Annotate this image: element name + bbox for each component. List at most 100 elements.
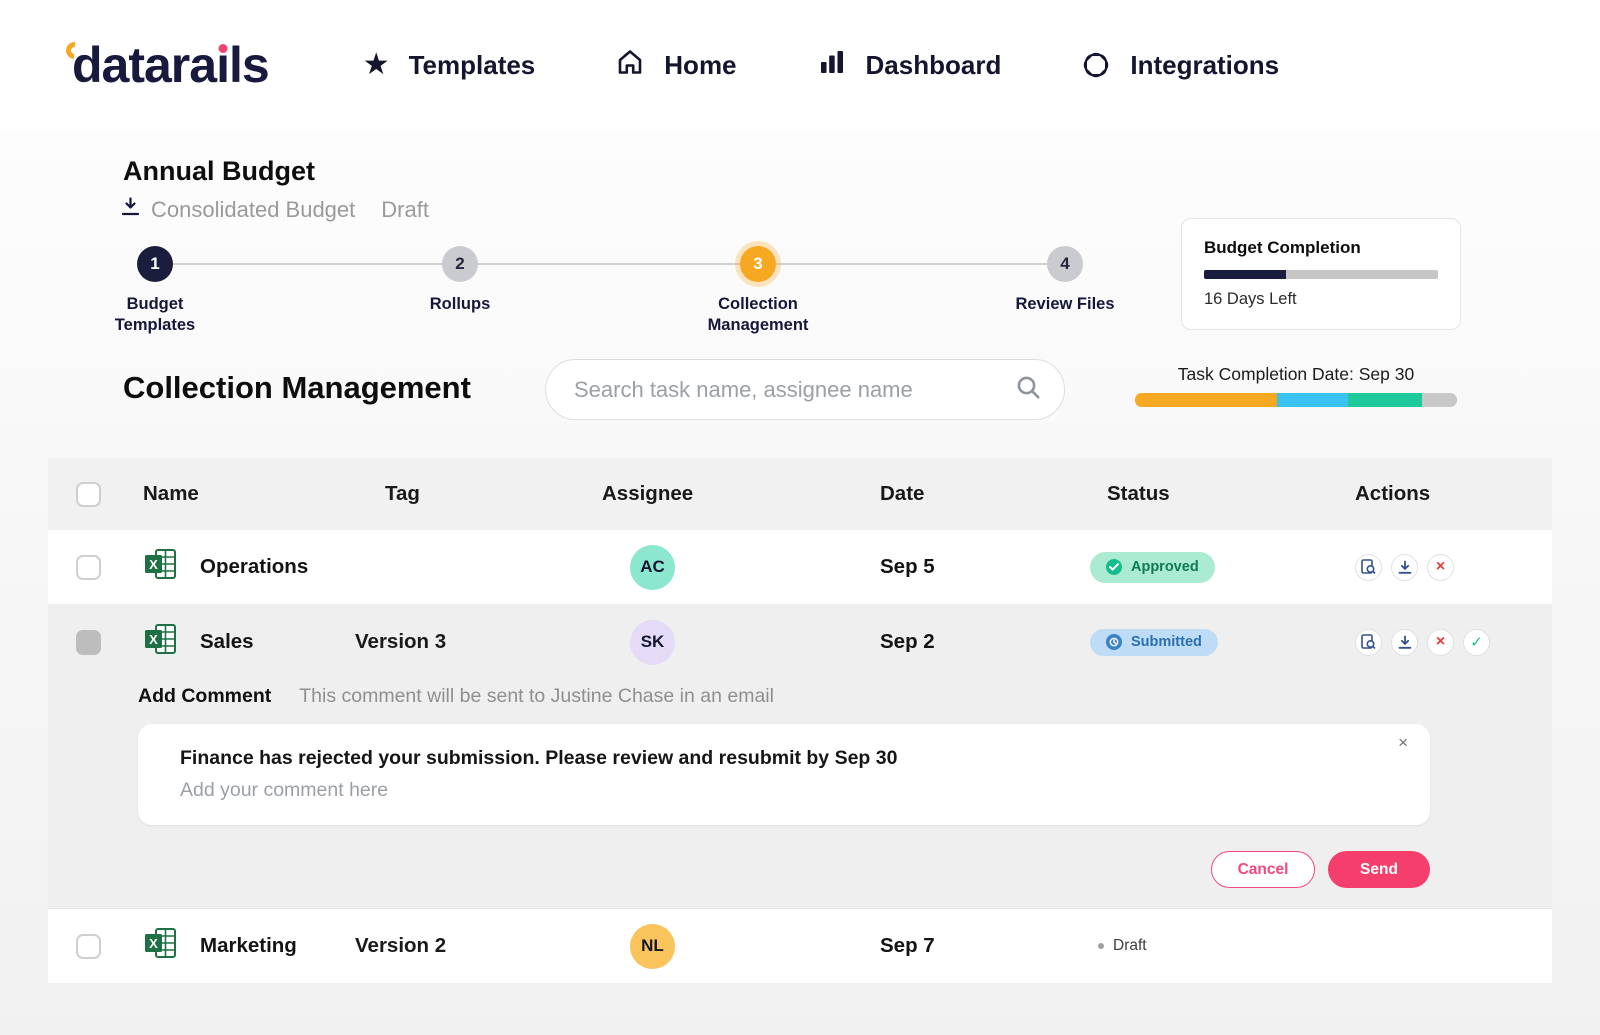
home-icon: [615, 47, 645, 83]
approved-check-icon: [1106, 559, 1122, 575]
row-name: Marketing: [200, 934, 297, 957]
search-box[interactable]: [545, 359, 1065, 420]
row-name-cell: X Sales: [130, 622, 355, 662]
row-checkbox-cell: [48, 933, 130, 959]
task-segment-green: [1347, 393, 1422, 407]
row-tag: Version 3: [355, 630, 447, 653]
send-button[interactable]: Send: [1328, 851, 1430, 888]
reject-button[interactable]: ×: [1427, 628, 1454, 656]
page-title: Annual Budget: [123, 156, 315, 186]
budget-completion-title: Budget Completion: [1204, 238, 1361, 257]
step-3-label: Collection Management: [707, 295, 809, 335]
row-status-cell: Approved: [1090, 551, 1340, 583]
row-checkbox-cell: [48, 554, 130, 580]
step-4-label: Review Files: [1015, 295, 1115, 313]
table-row-sales-expanded: X Sales Version 3 SK Sep 2 Submitted: [48, 605, 1552, 909]
excel-file-icon: X: [143, 926, 177, 966]
status-draft-label: Draft: [1113, 937, 1147, 954]
task-segment-gray: [1421, 393, 1457, 407]
download-file-button[interactable]: [1391, 628, 1418, 656]
add-comment-row: Add Comment This comment will be sent to…: [138, 685, 1552, 708]
row-date: Sep 5: [880, 555, 935, 578]
row-assignee-cell: NL: [590, 923, 865, 969]
step-2-circle[interactable]: 2: [442, 246, 478, 282]
row-assignee-cell: SK: [590, 619, 865, 665]
excel-file-icon: X: [143, 547, 177, 587]
row-tag: Version 2: [355, 934, 447, 957]
status-badge-approved: Approved: [1090, 551, 1215, 583]
integrations-icon: [1080, 49, 1112, 81]
header-assignee: Assignee: [602, 482, 694, 505]
cancel-button[interactable]: Cancel: [1211, 851, 1315, 888]
table-row-operations[interactable]: X Operations AC Sep 5 Approved: [48, 530, 1552, 605]
budget-progress-track: [1204, 270, 1438, 279]
header-tag: Tag: [385, 482, 420, 505]
task-completion-label: Task Completion Date: Sep 30: [1177, 364, 1415, 384]
row-name-cell: X Marketing: [130, 926, 355, 966]
status-badge-submitted: Submitted: [1090, 628, 1218, 656]
brand-logo-text: dataraıls: [72, 37, 270, 93]
budget-completion-card: Budget Completion 16 Days Left: [1181, 218, 1461, 330]
preview-file-button[interactable]: [1355, 628, 1382, 656]
approve-button[interactable]: ✓: [1463, 628, 1490, 656]
bar-chart-icon: [817, 47, 847, 83]
nav-home[interactable]: Home: [615, 47, 737, 83]
budget-days-left: 16 Days Left: [1204, 290, 1297, 308]
row-assignee-cell: AC: [590, 544, 865, 590]
step-3-circle[interactable]: 3: [740, 246, 776, 282]
header-status: Status: [1107, 482, 1170, 505]
search-icon[interactable]: [1015, 374, 1042, 406]
reject-button[interactable]: ×: [1427, 553, 1454, 581]
download-icon[interactable]: [120, 196, 141, 223]
step-1-circle[interactable]: 1: [137, 246, 173, 282]
close-icon[interactable]: ×: [1398, 733, 1408, 752]
excel-file-icon: X: [143, 622, 177, 662]
svg-text:X: X: [149, 557, 158, 572]
row-checkbox[interactable]: [76, 629, 101, 655]
search-input[interactable]: [574, 376, 1015, 403]
main-content: Annual Budget Consolidated Budget Draft …: [0, 130, 1600, 1035]
nav-templates[interactable]: ★ Templates: [363, 50, 536, 81]
row-name: Operations: [200, 555, 309, 578]
step-4-circle[interactable]: 4: [1047, 246, 1083, 282]
section-title: Collection Management: [123, 370, 471, 405]
nav-integrations[interactable]: Integrations: [1080, 49, 1280, 81]
nav-integrations-label: Integrations: [1130, 49, 1280, 80]
page-status: Draft: [381, 196, 429, 222]
row-date: Sep 7: [880, 934, 935, 957]
page-subtitle-row: Consolidated Budget Draft: [120, 196, 429, 223]
download-file-button[interactable]: [1391, 553, 1418, 581]
star-icon: ★: [362, 48, 390, 81]
comment-input-box[interactable]: Finance has rejected your submission. Pl…: [138, 724, 1430, 825]
comment-message: Finance has rejected your submission. Pl…: [180, 747, 898, 769]
header-actions: Actions: [1355, 482, 1431, 505]
svg-text:X: X: [149, 632, 158, 647]
row-checkbox[interactable]: [76, 933, 101, 959]
table-row-marketing[interactable]: X Marketing Version 2 NL Sep 7 Draft: [48, 909, 1552, 984]
nav-dashboard[interactable]: Dashboard: [817, 47, 1002, 83]
budget-progress-fill: [1204, 270, 1286, 279]
table-row-sales[interactable]: X Sales Version 3 SK Sep 2 Submitted: [48, 605, 1552, 679]
budget-stepper: 1 2 3 4 Budget Templates Rollups Collect…: [0, 246, 1170, 346]
row-checkbox[interactable]: [76, 554, 101, 580]
row-actions-cell: ×: [1340, 553, 1552, 581]
task-progress-bar: [1135, 393, 1457, 407]
header-date: Date: [880, 482, 925, 505]
avatar: NL: [630, 923, 675, 969]
task-segment-orange: [1135, 393, 1277, 407]
stepper-line: [155, 263, 1065, 265]
nav-dashboard-label: Dashboard: [865, 49, 1002, 80]
add-comment-label: Add Comment: [138, 685, 272, 707]
step-1-label: Budget Templates: [114, 295, 196, 335]
row-status-cell: Draft: [1090, 937, 1340, 955]
collection-table: Name Tag Assignee Date Status Actions X …: [48, 458, 1552, 984]
status-badge-label: Approved: [1131, 559, 1199, 575]
select-all-checkbox[interactable]: [76, 481, 101, 507]
preview-file-button[interactable]: [1355, 553, 1382, 581]
draft-dot-icon: [1098, 943, 1104, 949]
brand-logo[interactable]: dataraıls: [62, 37, 270, 93]
comment-placeholder: Add your comment here: [180, 779, 389, 801]
top-nav: dataraıls ★ Templates Home Dashboard Int…: [0, 0, 1600, 130]
task-segment-blue: [1276, 393, 1348, 407]
row-actions-cell: × ✓: [1340, 628, 1552, 656]
